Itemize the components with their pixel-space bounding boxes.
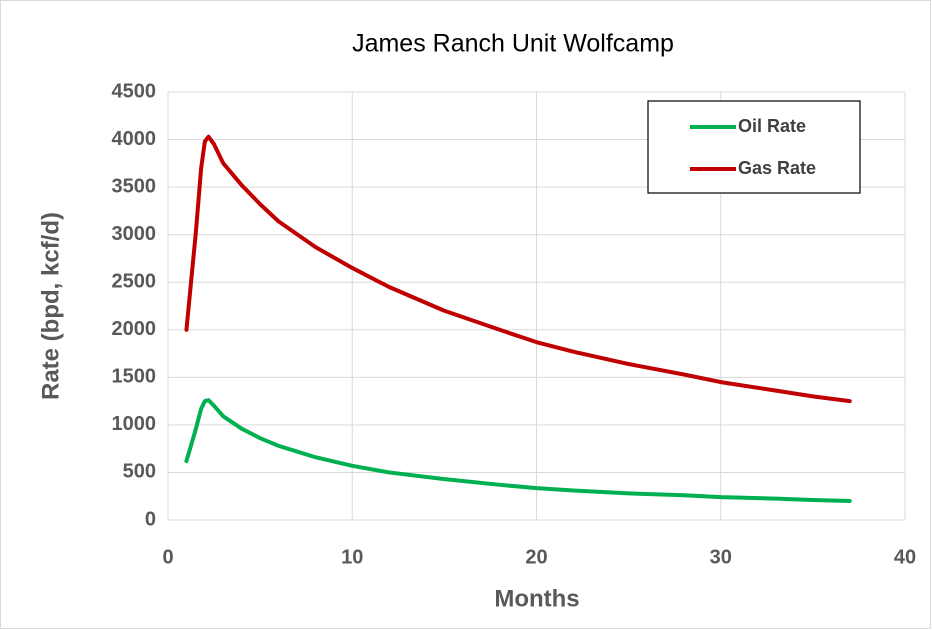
y-tick-label: 1500: [112, 366, 157, 388]
data-line: [184, 398, 852, 503]
y-tick-label: 2000: [112, 318, 157, 340]
y-tick-label: 4000: [112, 128, 157, 150]
y-tick-label: 500: [123, 461, 156, 483]
y-tick-label: 3000: [112, 223, 157, 245]
y-tick-label: 0: [145, 508, 156, 530]
y-tick-label: 2500: [112, 271, 157, 293]
y-tick-label: 1000: [112, 413, 157, 435]
x-tick-label: 20: [525, 546, 547, 568]
chart-title: James Ranch Unit Wolfcamp: [352, 30, 674, 58]
x-tick-label: 40: [894, 546, 916, 568]
y-axis-label: Rate (bpd, kcf/d): [37, 212, 64, 400]
legend-box: [647, 100, 861, 194]
legend-label: Oil Rate: [738, 116, 806, 136]
x-tick-label: 30: [710, 546, 732, 568]
data-line: [184, 134, 852, 404]
y-tick-label: 4500: [112, 80, 157, 102]
x-axis-label: Months: [494, 585, 579, 612]
legend-label: Gas Rate: [738, 158, 816, 178]
y-tick-label: 3500: [112, 175, 157, 197]
x-tick-label: 10: [341, 546, 363, 568]
x-tick-label: 0: [162, 546, 173, 568]
